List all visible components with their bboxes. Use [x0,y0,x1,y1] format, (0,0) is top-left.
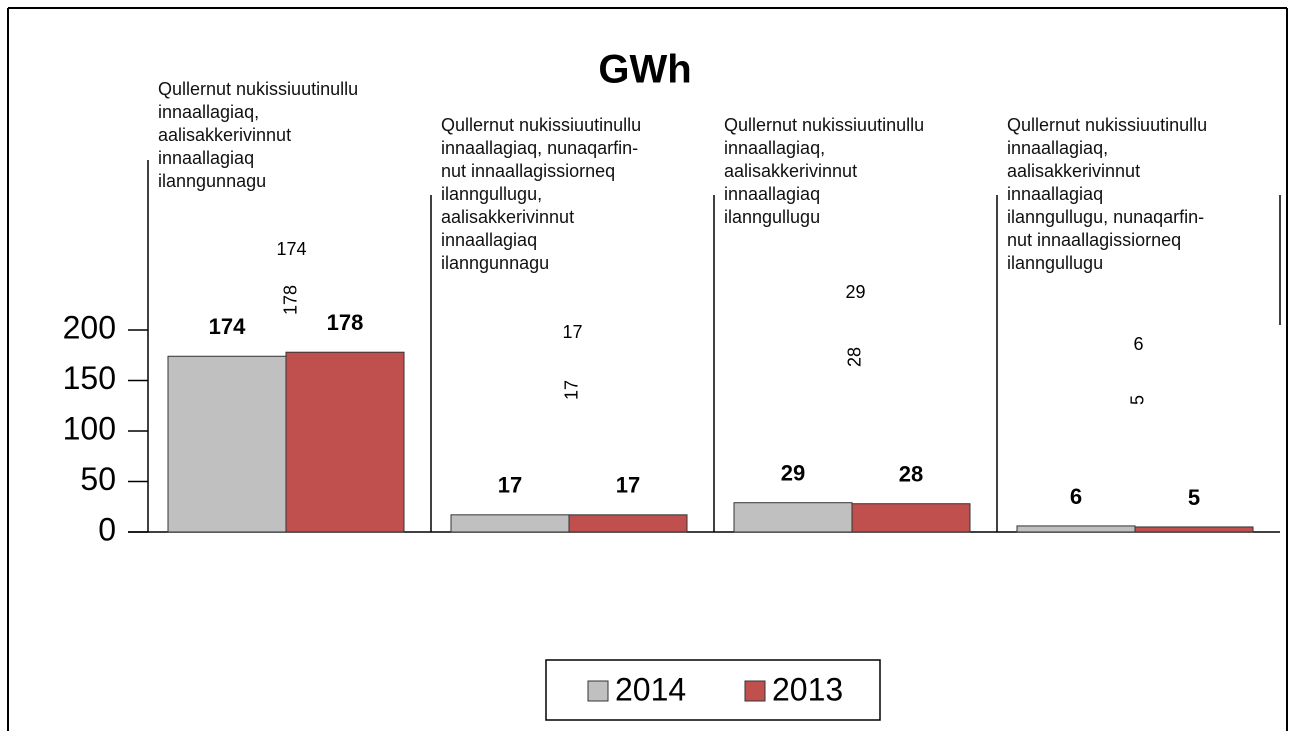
chart-title: GWh [598,48,691,92]
category-label: Qullernut nukissiuutinullu innaallagiaq,… [1007,115,1208,273]
data-label: 28 [899,462,923,487]
bar [1134,526,1254,533]
bar [851,503,971,533]
faint-data-label: 6 [1133,334,1143,354]
bar [167,355,287,533]
data-label: 29 [781,461,805,486]
bar [1016,525,1136,533]
y-tick-label: 100 [63,410,116,446]
category-label: Qullernut nukissiuutinullu innaallagiaq,… [158,79,359,191]
data-label: 178 [327,310,364,335]
data-label: 5 [1188,485,1200,510]
bar [733,502,853,533]
bar [285,351,405,533]
y-tick-label: 150 [63,360,116,396]
y-tick-label: 50 [80,461,116,497]
data-label: 17 [616,473,640,498]
faint-data-label: 5 [1127,395,1147,405]
y-tick-label: 200 [63,309,116,345]
faint-data-label: 178 [280,285,300,315]
legend-label: 2014 [615,671,686,707]
faint-data-label: 174 [276,239,306,259]
y-tick-label: 0 [98,511,116,547]
faint-data-label: 29 [845,282,865,302]
category-label: Qullernut nukissiuutinullu innaallagiaq,… [724,115,925,227]
data-label: 6 [1070,484,1082,509]
bar [450,514,570,533]
faint-data-label: 17 [561,380,581,400]
data-label: 17 [498,473,522,498]
faint-data-label: 17 [562,322,582,342]
faint-data-label: 28 [844,347,864,367]
bar [568,514,688,533]
legend-swatch [587,680,609,702]
category-label: Qullernut nukissiuutinullu innaallagiaq,… [441,115,642,273]
legend-swatch [744,680,766,702]
data-label: 174 [209,314,246,339]
legend-label: 2013 [772,671,843,707]
